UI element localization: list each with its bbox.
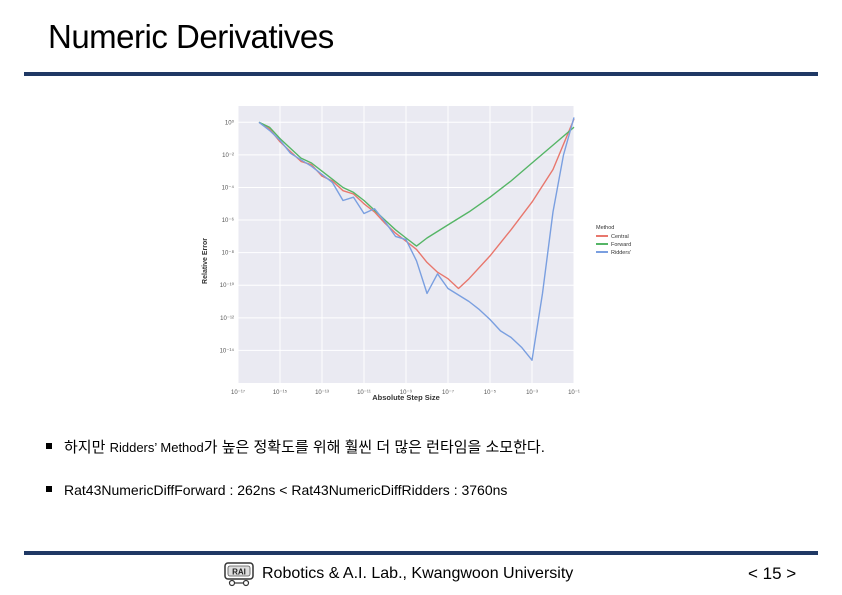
y-tick-label: 10⁻¹⁴ xyxy=(220,347,235,354)
x-tick-label: 10⁻⁹ xyxy=(400,389,413,396)
bullet1-text-b: Ridders’ Method xyxy=(109,440,204,455)
bullet-marker xyxy=(46,486,52,493)
x-tick-label: 10⁻⁵ xyxy=(484,389,497,396)
page-number: < 15 > xyxy=(748,564,797,583)
y-tick-label: 10⁻² xyxy=(222,153,234,159)
x-tick-label: 10⁻¹⁷ xyxy=(231,389,245,396)
legend-entry: Forward xyxy=(611,242,631,248)
y-axis-label: Relative Error xyxy=(202,238,209,284)
y-tick-label: 10⁻⁸ xyxy=(222,250,235,257)
x-tick-label: 10⁻¹³ xyxy=(315,390,329,396)
footer-rule xyxy=(24,551,818,555)
bullet-marker xyxy=(46,443,52,450)
footer: RAI Robotics & A.I. Lab., Kwangwoon Univ… xyxy=(222,560,573,588)
x-tick-label: 10⁻¹ xyxy=(568,390,580,396)
chart-legend: Method Central Forward Ridders' xyxy=(596,225,631,256)
series-line-ridders xyxy=(258,117,575,361)
bullet-ridders-runtime: 하지만 Ridders’ Method가 높은 정확도를 위해 훨씬 더 많은 … xyxy=(46,436,545,457)
legend-title: Method xyxy=(596,225,614,231)
bullet1-text-c: 가 높은 정확도를 위해 훨씬 더 많은 런타임을 소모한다. xyxy=(203,439,545,456)
y-tick-label: 10⁻¹² xyxy=(220,316,234,322)
x-tick-label: 10⁻¹¹ xyxy=(357,390,371,396)
title-underline xyxy=(24,72,818,76)
y-tick-label: 10⁻¹⁰ xyxy=(220,282,235,289)
bullet1-text-a: 하지만 xyxy=(64,439,110,456)
relative-error-chart: 10⁻¹⁷ 10⁻¹⁵ 10⁻¹³ 10⁻¹¹ 10⁻⁹ 10⁻⁷ 10⁻⁵ 10⁻³ 10⁻¹… xyxy=(202,106,631,402)
chart-ticks: 10⁻¹⁷ 10⁻¹⁵ 10⁻¹³ 10⁻¹¹ 10⁻⁹ 10⁻⁷ 10⁻⁵ 10⁻³ 10⁻¹… xyxy=(220,119,580,396)
x-axis-label: Absolute Step Size xyxy=(372,393,440,402)
y-tick-label: 10⁻⁶ xyxy=(222,217,235,224)
legend-entry: Ridders' xyxy=(611,250,631,256)
slide-title: Numeric Derivatives xyxy=(48,18,334,55)
bullet-runtime-compare: Rat43NumericDiffForward : 262ns < Rat43N… xyxy=(46,482,507,498)
footer-lab-name: Robotics & A.I. Lab., Kwangwoon Universi… xyxy=(262,565,574,582)
x-tick-label: 10⁻³ xyxy=(526,390,538,396)
logo-lettering: RAI xyxy=(232,568,246,577)
y-tick-label: 10⁻⁴ xyxy=(222,184,235,191)
lab-logo-icon: RAI xyxy=(224,562,254,587)
y-tick-label: 10⁰ xyxy=(225,119,235,126)
chart-grid xyxy=(237,106,575,383)
x-tick-label: 10⁻⁷ xyxy=(442,389,454,396)
chart-series xyxy=(258,117,575,361)
x-tick-label: 10⁻¹⁵ xyxy=(273,389,288,396)
legend-entry: Central xyxy=(611,234,629,240)
bullet2-text: Rat43NumericDiffForward : 262ns < Rat43N… xyxy=(64,482,508,498)
